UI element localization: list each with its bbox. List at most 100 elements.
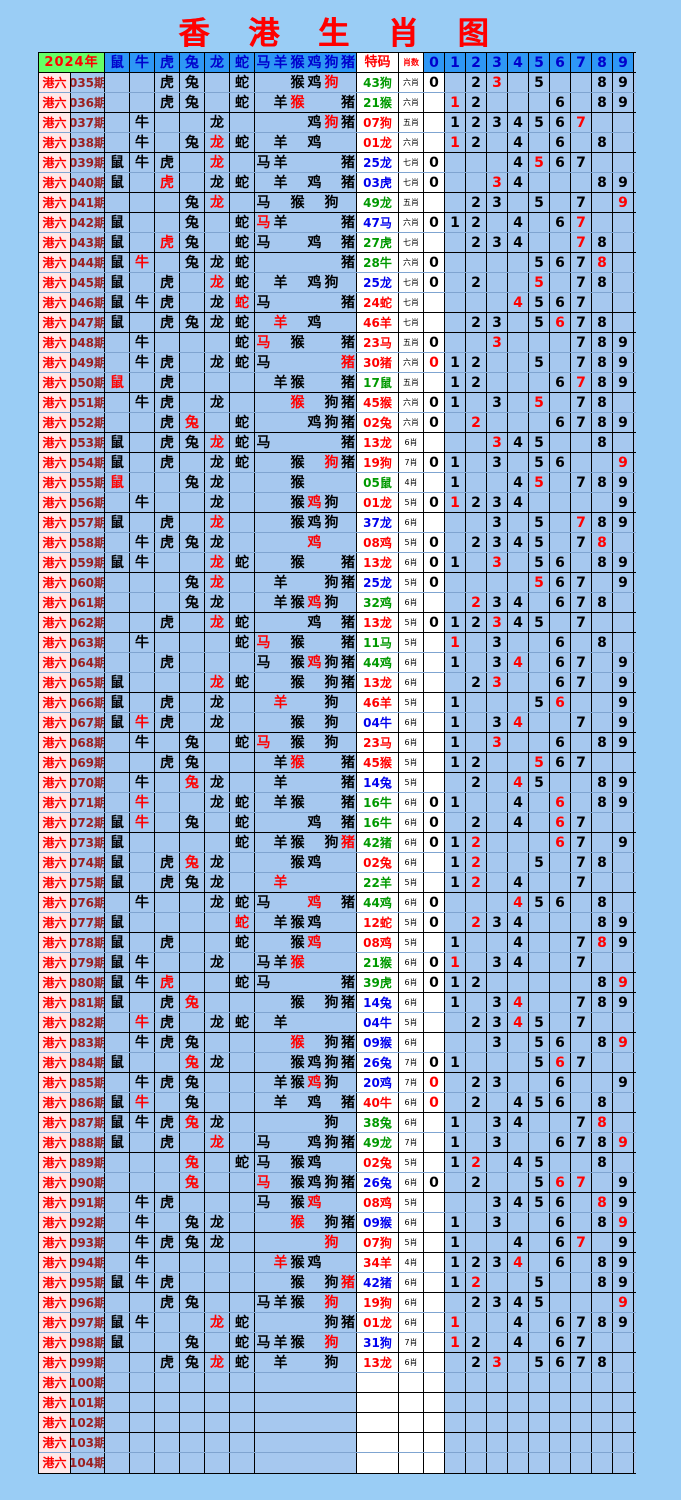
digit-cell bbox=[508, 453, 529, 472]
digit-cell: 2 bbox=[466, 1073, 487, 1092]
zodiac-cell: 猪 bbox=[341, 673, 357, 692]
zodiac-cell: 牛 bbox=[130, 333, 155, 352]
digit-cell bbox=[529, 213, 550, 232]
zodiac-cell: 蛇 bbox=[230, 1313, 255, 1332]
zodiac-cell: 猪 bbox=[341, 653, 357, 672]
zodiac-cell bbox=[255, 1253, 272, 1272]
zodiac-cell: 猪 bbox=[341, 1033, 357, 1052]
zodiac-cell: 猪 bbox=[341, 813, 357, 832]
zodiac-cell: 龙 bbox=[205, 193, 230, 212]
digit-cell bbox=[613, 253, 634, 272]
zodiac-cell: 蛇 bbox=[230, 453, 255, 472]
zodiac-cell bbox=[255, 773, 272, 792]
xiao-cell: 4肖 bbox=[399, 473, 424, 492]
zodiac-cell bbox=[323, 973, 340, 992]
digit-cell: 1 bbox=[445, 613, 466, 632]
zodiac-cell: 羊 bbox=[273, 274, 288, 291]
digit-cell: 7 bbox=[571, 853, 592, 872]
table-row: 港六 050期鼠虎羊猴猪 17鼠 五肖 1 2 6 7 8 9 bbox=[39, 373, 636, 393]
table-row: 港六 087期鼠牛虎兔龙狗 38兔 6肖 1 3 4 7 8 bbox=[39, 1113, 636, 1133]
xiao-cell: 5肖 bbox=[399, 933, 424, 952]
digit-cell: 6 bbox=[550, 733, 571, 752]
digit-cell: 5 bbox=[529, 513, 550, 532]
zodiac-cell bbox=[205, 1073, 230, 1092]
digit-cell: 1 bbox=[445, 1153, 466, 1172]
digit-cell: 7 bbox=[571, 293, 592, 312]
zodiac-cell bbox=[105, 1293, 130, 1312]
period-cell: 067期 bbox=[71, 713, 105, 732]
zodiac-cell: 羊 bbox=[273, 574, 288, 591]
digit-cell: 7 bbox=[571, 1313, 592, 1332]
digit-cell: 2 bbox=[466, 493, 487, 512]
period-cell: 068期 bbox=[71, 733, 105, 752]
digit-cell bbox=[424, 113, 445, 132]
zodiac-cell bbox=[255, 1013, 272, 1032]
digit-cell bbox=[487, 93, 508, 112]
digit-cell bbox=[571, 913, 592, 932]
digit-cell: 0 bbox=[424, 953, 445, 972]
table-row: 港六 043期鼠虎兔蛇马鸡猪 27虎 七肖 2 3 4 7 8 bbox=[39, 233, 636, 253]
zodiac-cell: 马 bbox=[256, 654, 271, 671]
zodiac-cell bbox=[272, 1373, 289, 1392]
period-cell: 051期 bbox=[71, 393, 105, 412]
zodiac-cell: 马 bbox=[256, 1334, 271, 1351]
zodiac-cell: 狗 bbox=[324, 274, 339, 291]
zodiac-cell bbox=[323, 913, 340, 932]
zodiac-cell bbox=[130, 1453, 155, 1473]
zodiac-cell bbox=[323, 1013, 340, 1032]
zodiac-cell: 蛇 bbox=[230, 413, 255, 432]
zodiac-cell: 兔 bbox=[180, 313, 205, 332]
digit-cell bbox=[508, 273, 529, 292]
digit-cell bbox=[487, 853, 508, 872]
digit-cell bbox=[487, 893, 508, 912]
zodiac-cell: 虎 bbox=[155, 73, 180, 92]
digit-cell: 4 bbox=[508, 1233, 529, 1252]
xiao-cell: 6肖 bbox=[399, 673, 424, 692]
digit-cell bbox=[466, 453, 487, 472]
period-cell: 049期 bbox=[71, 353, 105, 372]
digit-cell: 2 bbox=[466, 1273, 487, 1292]
digit-cell: 9 bbox=[613, 93, 634, 112]
zodiac-cell bbox=[230, 1173, 255, 1192]
zodiac-cell bbox=[205, 93, 230, 112]
table-row: 港六 089期兔蛇马猴鸡 02兔 5肖 1 2 4 5 8 bbox=[39, 1153, 636, 1173]
digit-cell: 4 bbox=[508, 153, 529, 172]
zodiac-cell bbox=[255, 313, 272, 332]
special-cell: 40牛 bbox=[357, 1093, 399, 1112]
table-row: 港六 084期鼠兔龙猴鸡狗猪 26兔 7肖 0 1 5 6 7 bbox=[39, 1053, 636, 1073]
zodiac-cell: 龙 bbox=[205, 133, 230, 152]
digit-cell: 0 bbox=[424, 333, 445, 352]
site-cell: 港六 bbox=[39, 973, 71, 992]
digit-cell bbox=[592, 453, 613, 472]
special-cell: 13龙 bbox=[357, 553, 399, 572]
digit-cell: 1 bbox=[445, 553, 466, 572]
table-row: 港六 079期鼠牛龙马羊猴 21猴 6肖 0 1 3 4 7 bbox=[39, 953, 636, 973]
digit-cell: 7 bbox=[571, 313, 592, 332]
zodiac-cell bbox=[340, 133, 357, 152]
zodiac-cell bbox=[180, 893, 205, 912]
zodiac-cell bbox=[255, 1393, 272, 1412]
digit-cell: 2 bbox=[466, 533, 487, 552]
digit-cell bbox=[466, 1373, 487, 1392]
zodiac-cell: 虎 bbox=[155, 1073, 180, 1092]
digit-cell bbox=[529, 1433, 550, 1452]
digit-header-cell: 8 bbox=[592, 53, 613, 72]
table-row: 港六 059期鼠牛龙蛇猴猪 13龙 6肖 0 1 3 5 6 8 9 bbox=[39, 553, 636, 573]
zodiac-cell bbox=[180, 513, 205, 532]
digit-cell bbox=[529, 713, 550, 732]
zodiac-cell: 猴 bbox=[290, 674, 305, 691]
zodiac-cell bbox=[130, 373, 155, 392]
zodiac-cell bbox=[180, 973, 205, 992]
digit-cell bbox=[445, 1173, 466, 1192]
digit-cell: 3 bbox=[487, 1193, 508, 1212]
digit-cell bbox=[424, 1393, 445, 1412]
period-cell: 040期 bbox=[71, 173, 105, 192]
zodiac-cell bbox=[306, 973, 323, 992]
zodiac-cell bbox=[205, 973, 230, 992]
digit-cell: 9 bbox=[613, 793, 634, 812]
zodiac-cell: 羊 bbox=[273, 374, 288, 391]
digit-cell bbox=[529, 1213, 550, 1232]
period-cell: 104期 bbox=[71, 1453, 105, 1473]
digit-cell bbox=[571, 1153, 592, 1172]
zodiac-cell bbox=[155, 893, 180, 912]
